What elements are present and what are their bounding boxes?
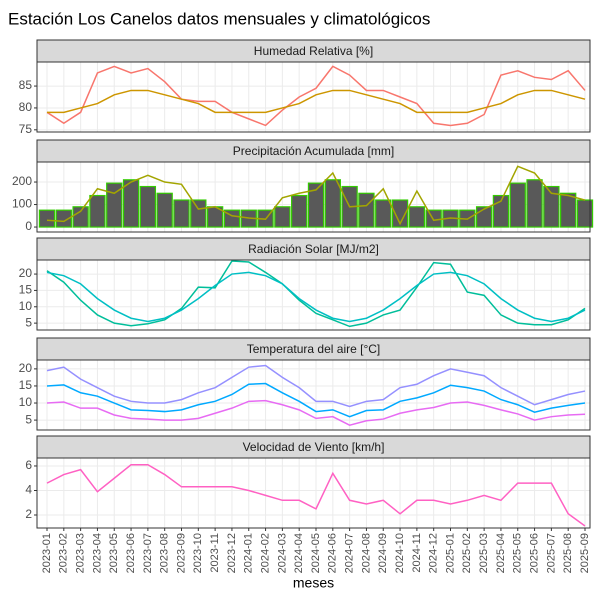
x-tick-label: 2025-09 xyxy=(579,533,591,573)
y-tick-label: 15 xyxy=(19,378,33,392)
x-tick-label: 2023-04 xyxy=(91,533,103,573)
strip-title: Radiación Solar [MJ/m2] xyxy=(248,242,379,256)
y-tick-label: 5 xyxy=(25,412,32,426)
y-tick-label: 6 xyxy=(25,458,32,472)
bar xyxy=(358,192,375,228)
x-tick-label: 2025-04 xyxy=(495,533,507,573)
x-tick-label: 2023-12 xyxy=(226,533,238,573)
y-tick-label: 15 xyxy=(19,283,33,297)
bar xyxy=(307,182,325,228)
x-tick-label: 2023-10 xyxy=(192,533,204,573)
panel-border xyxy=(36,359,591,431)
bar xyxy=(139,185,157,228)
x-tick-label: 2024-10 xyxy=(394,533,406,573)
y-tick-label: 10 xyxy=(19,395,33,409)
x-tick-label: 2024-08 xyxy=(360,533,372,573)
y-tick-label: 0 xyxy=(25,219,32,233)
panel xyxy=(37,260,590,330)
x-tick-label: 2025-03 xyxy=(478,533,490,573)
x-tick-label: 2025-08 xyxy=(562,533,574,573)
x-tick-label: 2024-03 xyxy=(276,533,288,573)
x-tick-label: 2024-07 xyxy=(344,533,356,573)
y-tick-label: 100 xyxy=(12,197,32,211)
x-tick-label: 2024-06 xyxy=(327,533,339,573)
x-tick-label: 2024-01 xyxy=(243,533,255,573)
y-tick-label: 2 xyxy=(25,507,32,521)
x-tick-label: 2024-12 xyxy=(428,533,440,573)
x-tick-label: 2023-06 xyxy=(125,533,137,573)
bar xyxy=(291,194,308,228)
bar xyxy=(526,179,543,228)
bar xyxy=(38,209,56,228)
bar xyxy=(190,199,207,228)
bar xyxy=(375,199,392,228)
x-axis-label: meses xyxy=(293,575,334,591)
x-tick-label: 2023-09 xyxy=(175,533,187,573)
panel-border xyxy=(36,259,591,331)
panel xyxy=(37,458,590,528)
panel-border xyxy=(36,161,591,233)
strip-title: Temperatura del aire [°C] xyxy=(247,342,381,356)
line xyxy=(46,399,586,427)
y-tick-label: 85 xyxy=(19,78,33,92)
line xyxy=(46,364,586,408)
strip-title: Precipitación Acumulada [mm] xyxy=(233,144,394,158)
x-tick-label: 2023-11 xyxy=(209,533,221,573)
x-tick-label: 2024-02 xyxy=(259,533,271,573)
x-tick-label: 2023-01 xyxy=(41,533,53,573)
bar xyxy=(324,179,341,228)
bar xyxy=(156,192,173,228)
y-tick-label: 200 xyxy=(12,174,32,188)
bar xyxy=(560,192,577,228)
panel xyxy=(37,62,590,132)
bar xyxy=(274,206,291,228)
y-tick-label: 10 xyxy=(19,299,33,313)
x-tick-label: 2025-02 xyxy=(461,533,473,573)
strip-title: Humedad Relativa [%] xyxy=(254,44,373,58)
bar xyxy=(106,182,123,228)
line xyxy=(46,165,586,226)
bar xyxy=(55,209,72,228)
x-tick-label: 2024-09 xyxy=(377,533,389,573)
bar xyxy=(391,199,409,228)
bar xyxy=(425,209,442,228)
x-tick-label: 2025-01 xyxy=(444,533,456,573)
x-tick-label: 2025-07 xyxy=(545,533,557,573)
bar xyxy=(72,206,89,228)
y-tick-label: 20 xyxy=(19,266,33,280)
y-tick-label: 75 xyxy=(19,122,33,136)
line xyxy=(46,271,586,323)
x-tick-label: 2025-05 xyxy=(512,533,524,573)
chart-title: Estación Los Canelos datos mensuales y c… xyxy=(8,9,430,28)
y-tick-label: 5 xyxy=(25,315,32,329)
strip-title: Velocidad de Viento [km/h] xyxy=(243,440,385,454)
panel-border xyxy=(36,61,591,133)
x-tick-label: 2024-05 xyxy=(310,533,322,573)
x-tick-label: 2023-03 xyxy=(75,533,87,573)
bar xyxy=(408,206,426,228)
bar xyxy=(122,179,140,228)
x-tick-label: 2025-06 xyxy=(528,533,540,573)
line xyxy=(46,65,586,127)
x-tick-label: 2024-04 xyxy=(293,533,305,573)
bar xyxy=(543,185,560,228)
y-tick-label: 80 xyxy=(19,100,33,114)
x-tick-label: 2023-05 xyxy=(108,533,120,573)
x-tick-label: 2023-08 xyxy=(159,533,171,573)
line xyxy=(47,89,586,114)
line xyxy=(46,260,586,328)
y-tick-label: 20 xyxy=(19,361,33,375)
x-tick-label: 2024-11 xyxy=(411,533,423,573)
x-tick-label: 2023-02 xyxy=(58,533,70,573)
panel-border xyxy=(36,457,591,529)
y-tick-label: 4 xyxy=(25,483,32,497)
bar xyxy=(509,182,526,228)
bar xyxy=(89,194,106,228)
bar xyxy=(173,199,190,228)
panel xyxy=(37,360,590,430)
line xyxy=(46,382,586,418)
line xyxy=(46,463,586,527)
x-tick-label: 2023-07 xyxy=(142,533,154,573)
